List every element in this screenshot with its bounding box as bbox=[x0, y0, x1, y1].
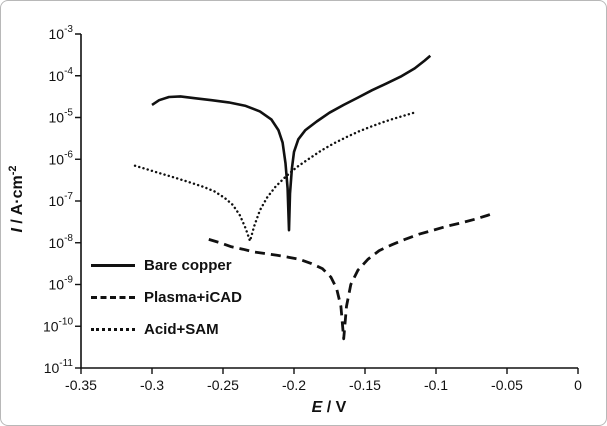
svg-text:-0.15: -0.15 bbox=[349, 377, 381, 393]
solid-line-sample-icon bbox=[91, 263, 135, 267]
series-line-plasma-icad bbox=[208, 212, 494, 341]
legend-label-plasma-icad: Plasma+iCAD bbox=[144, 288, 242, 306]
svg-text:10-3: 10-3 bbox=[49, 24, 74, 42]
x-axis-symbol: E bbox=[311, 399, 323, 416]
dotted-line-sample-icon bbox=[91, 327, 135, 331]
svg-text:-0.25: -0.25 bbox=[207, 377, 239, 393]
y-axis-unit: / A·cm bbox=[9, 175, 27, 229]
svg-text:-0.1: -0.1 bbox=[424, 377, 448, 393]
svg-text:-0.3: -0.3 bbox=[140, 377, 164, 393]
svg-text:10-9: 10-9 bbox=[49, 275, 74, 293]
legend: Bare copper Plasma+iCAD Acid+SAM bbox=[91, 249, 242, 345]
legend-item-plasma-icad: Plasma+iCAD bbox=[91, 281, 242, 313]
y-axis-symbol: I bbox=[9, 228, 27, 233]
legend-label-acid-sam: Acid+SAM bbox=[144, 320, 219, 338]
svg-text:-0.2: -0.2 bbox=[282, 377, 306, 393]
x-axis-unit: / V bbox=[322, 399, 347, 416]
legend-item-bare-copper: Bare copper bbox=[91, 249, 242, 281]
svg-text:-0.05: -0.05 bbox=[491, 377, 523, 393]
legend-item-acid-sam: Acid+SAM bbox=[91, 313, 242, 345]
svg-text:10-10: 10-10 bbox=[43, 316, 73, 334]
legend-label-bare-copper: Bare copper bbox=[144, 256, 232, 274]
y-axis-title: I / A·cm-2 bbox=[7, 166, 27, 233]
dashed-line-sample-icon bbox=[91, 295, 135, 299]
svg-text:10-4: 10-4 bbox=[49, 66, 74, 84]
series-line-bare-copper bbox=[151, 54, 432, 232]
svg-text:10-6: 10-6 bbox=[49, 149, 74, 167]
svg-text:10-5: 10-5 bbox=[49, 108, 74, 126]
svg-text:10-8: 10-8 bbox=[49, 233, 74, 251]
svg-text:0: 0 bbox=[574, 377, 582, 393]
svg-text:10-7: 10-7 bbox=[49, 191, 74, 209]
x-axis-title: E / V bbox=[312, 399, 347, 417]
series-line-acid-sam bbox=[133, 110, 418, 243]
svg-text:-0.35: -0.35 bbox=[65, 377, 97, 393]
y-axis-unit-exponent: -2 bbox=[6, 165, 19, 176]
svg-text:10-11: 10-11 bbox=[44, 358, 74, 376]
